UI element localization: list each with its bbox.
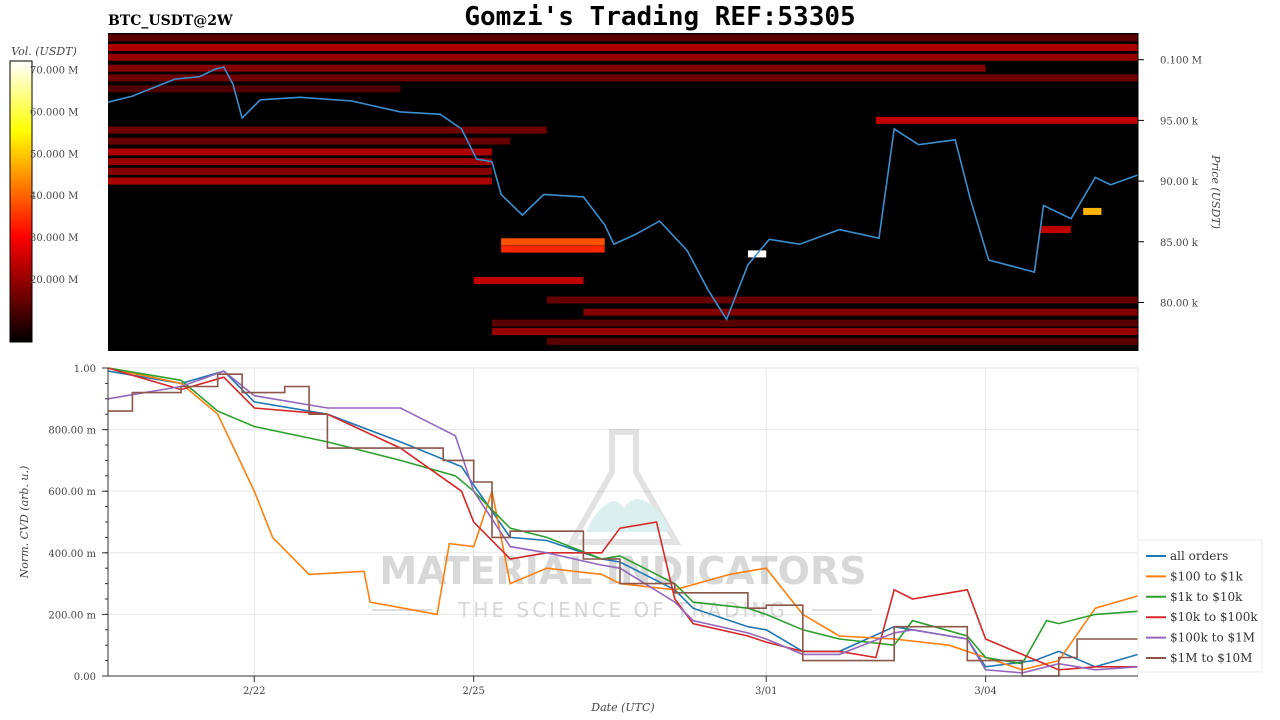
heatmap-band [501,238,605,246]
series-line [107,370,1139,674]
heatmap-band [108,74,1138,82]
heatmap-band [583,308,1138,316]
legend-entry: $1M to $10M [1170,651,1252,665]
heatmap-band [108,85,401,93]
watermark-logo: MATERIAL INDICATORS THE SCIENCE OF TRADI… [372,429,872,622]
price-tick-label: 80.00 k [1160,298,1199,309]
colorbar-tick-label: 20.000 M [30,275,78,286]
y-tick-label: 1.00 [74,364,96,375]
x-tick-label: 2/22 [243,686,265,697]
heatmap-band [1040,226,1071,234]
watermark-text: MATERIAL INDICATORS [379,549,866,593]
series-line [107,370,1139,668]
legend-entry: all orders [1170,549,1228,563]
y-tick-label: 200.00 m [48,610,96,621]
heatmap-band [108,64,986,72]
heatmap-band [491,319,1139,327]
x-tick-label: 2/25 [462,686,484,697]
heatmap-band [501,245,605,253]
heatmap-band [108,148,492,156]
watermark-tagline: THE SCIENCE OF TRADING [457,598,788,622]
x-tick-label: 3/04 [974,686,996,697]
price-tick-label: 85.00 k [1160,238,1199,249]
heatmap-band [491,328,1139,336]
colorbar-tick-label: 50.000 M [30,149,78,160]
price-tick-label: 95.00 k [1160,116,1199,127]
colorbar [9,60,33,343]
flask-icon [566,429,682,545]
heatmap-band [108,167,492,175]
y-tick-label: 400.00 m [48,549,96,560]
heatmap-band [875,116,1138,124]
legend-entry: $100 to $1k [1170,569,1243,583]
heatmap-subtitle: BTC_USDT@2W [108,13,233,29]
y-tick-label: 800.00 m [48,426,96,437]
heatmap-band [473,277,584,285]
legend-entry: $10k to $100k [1170,610,1258,624]
x-tick-label: 3/01 [755,686,777,697]
price-tick-label: 90.00 k [1160,177,1199,188]
heatmap-band [108,34,1138,42]
heatmap-band [108,126,547,134]
heatmap-band [108,158,492,166]
price-line [107,66,1139,322]
legend-entry: $100k to $1M [1170,631,1255,645]
heatmap-band [108,53,1138,61]
heatmap-band [546,296,1138,304]
heatmap-band [108,44,1138,52]
heatmap-band [108,177,492,185]
chart-title: Gomzi's Trading REF:53305 [464,2,855,32]
price-tick-label: 0.100 M [1160,56,1202,67]
heatmap-band [108,137,511,145]
legend [1137,539,1263,673]
heatmap-band [546,337,1138,345]
colorbar-label: Vol. (USDT) [11,45,77,58]
colorbar-tick-label: 40.000 M [30,191,78,202]
colorbar-tick-label: 60.000 M [30,107,78,118]
series-line [108,373,1138,677]
cvd-y-label: Norm. CVD (arb. u.) [18,466,31,580]
colorbar-tick-label: 70.000 M [30,65,78,76]
legend-entry: $1k to $10k [1170,590,1243,604]
colorbar-tick-label: 30.000 M [30,233,78,244]
price-axis-label: Price (USDT) [1209,154,1222,229]
y-tick-label: 0.00 [74,672,96,683]
y-tick-label: 600.00 m [48,487,96,498]
cvd-x-label: Date (UTC) [590,701,654,714]
heatmap-band [1083,207,1102,215]
